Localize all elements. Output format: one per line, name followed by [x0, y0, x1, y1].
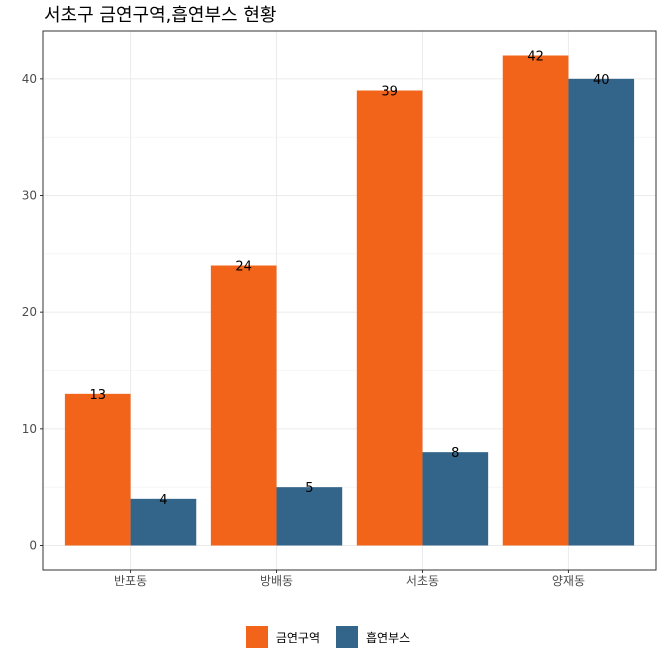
- legend-item-series-1: 금연구역: [245, 626, 328, 648]
- y-axis: 0 10 20 30 40: [22, 72, 43, 553]
- bar-value-label: 4: [159, 493, 167, 508]
- y-tick-label: 20: [22, 305, 37, 319]
- y-tick-label: 10: [22, 422, 37, 436]
- y-tick-label: 0: [29, 539, 37, 553]
- x-tick-label: 반포동: [114, 574, 147, 588]
- bar-labels: 13 4 24 5 39 8 42 40: [89, 50, 609, 508]
- bar-value-label: 42: [527, 50, 544, 65]
- bar-1: [356, 90, 423, 546]
- legend-key-series-2: [336, 626, 358, 648]
- bar-2: [130, 498, 197, 546]
- y-tick-label: 30: [22, 189, 37, 203]
- bar-1: [502, 55, 569, 546]
- bar-1: [210, 265, 277, 546]
- bar-value-label: 5: [305, 481, 313, 496]
- x-tick-label: 양재동: [552, 574, 585, 588]
- bar-value-label: 24: [235, 260, 252, 275]
- y-tick-label: 40: [22, 72, 37, 86]
- legend: 금연구역 흡연부스: [0, 626, 664, 648]
- x-tick-label: 방배동: [260, 574, 293, 588]
- bar-value-label: 8: [451, 446, 459, 461]
- bar-2: [568, 78, 635, 546]
- legend-label-series-2: 흡연부스: [366, 630, 411, 645]
- legend-label-series-1: 금연구역: [275, 630, 320, 645]
- legend-key-series-1: [245, 626, 268, 648]
- x-axis: 반포동 방배동 서초동 양재동: [114, 570, 585, 588]
- chart-title: 서초구 금연구역,흡연부스 현황: [44, 5, 277, 26]
- bar-value-label: 13: [89, 388, 106, 403]
- bar-1: [64, 393, 131, 546]
- bars: [64, 55, 635, 546]
- bar-value-label: 39: [381, 85, 398, 100]
- bar-value-label: 40: [593, 73, 610, 88]
- bar-2: [422, 452, 489, 546]
- legend-item-series-2: 흡연부스: [336, 626, 418, 648]
- bar-2: [276, 487, 343, 546]
- x-tick-label: 서초동: [406, 574, 439, 588]
- plot-border: [42, 30, 657, 571]
